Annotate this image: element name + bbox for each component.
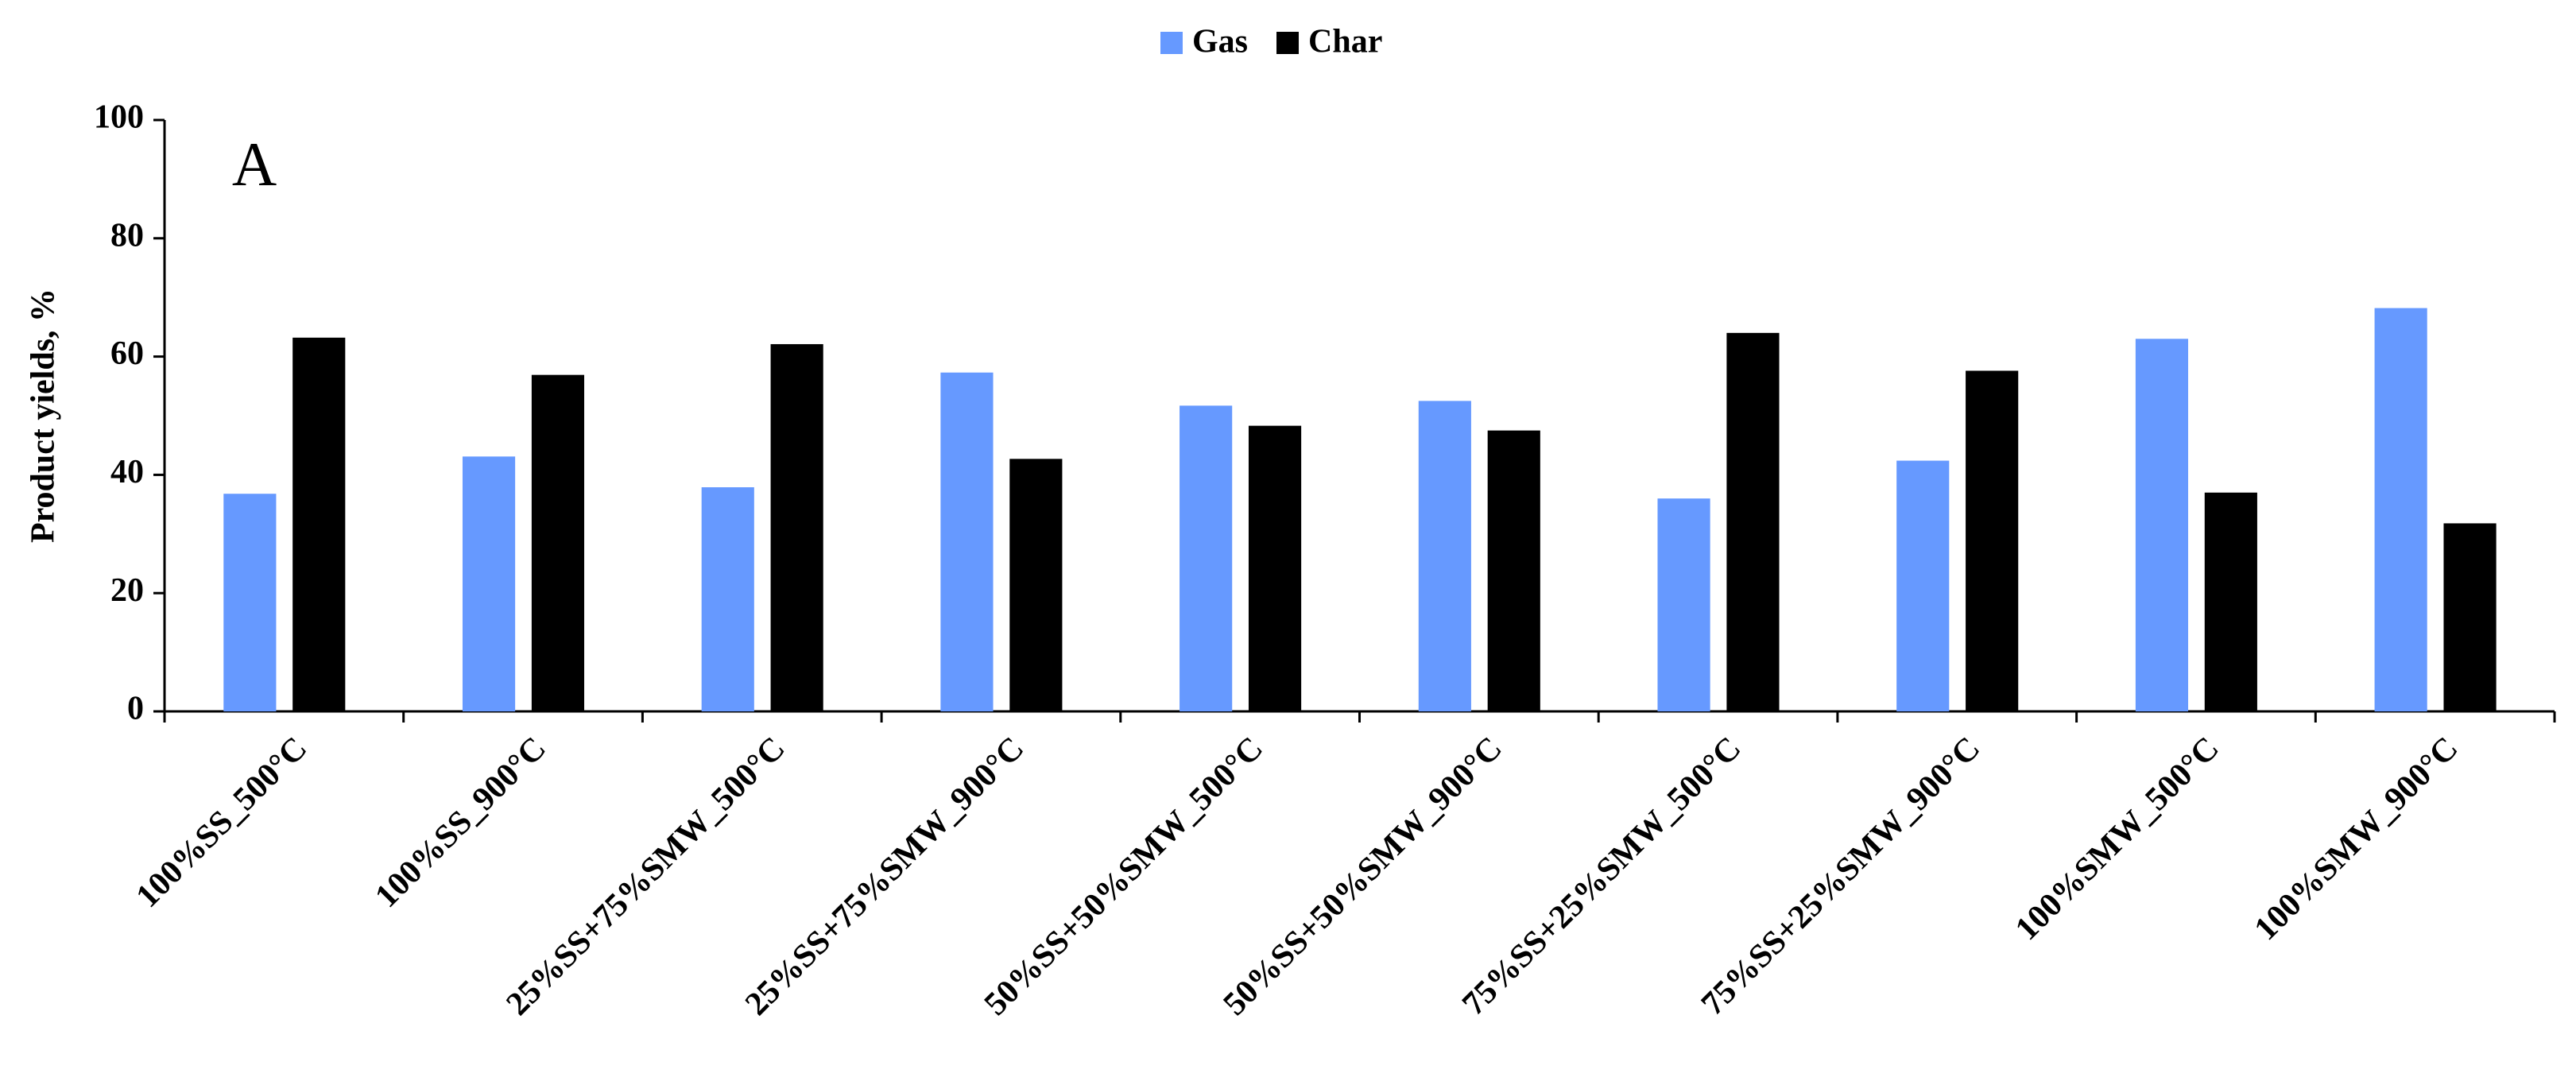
- x-tick-label: 25%SS+75%SMW_500°C: [499, 730, 792, 1022]
- bar: [2204, 492, 2257, 711]
- y-tick-label: 0: [127, 691, 144, 727]
- bar: [2443, 523, 2497, 711]
- bar: [2135, 339, 2189, 711]
- y-tick-label: 80: [110, 217, 144, 254]
- y-tick-label: 100: [94, 99, 144, 136]
- y-tick-label: 60: [110, 335, 144, 372]
- x-tick-label: 100%SS_900°C: [368, 730, 553, 915]
- y-tick-label: 20: [110, 572, 144, 609]
- x-tick-label: 75%SS+25%SMW_900°C: [1695, 730, 1987, 1022]
- x-tick-label: 100%SS_500°C: [130, 730, 315, 915]
- bar: [1487, 430, 1540, 711]
- legend-label: Char: [1308, 24, 1382, 60]
- bar: [462, 456, 516, 711]
- bar: [531, 374, 585, 711]
- legend-swatch: [1276, 32, 1300, 54]
- x-tick-label: 100%SMW_500°C: [2009, 730, 2226, 947]
- y-tick-label: 40: [110, 454, 144, 490]
- bar: [1248, 425, 1302, 711]
- bar: [1896, 460, 1950, 711]
- legend-label: Gas: [1192, 24, 1248, 60]
- bar: [1966, 370, 2019, 711]
- legend-swatch: [1160, 32, 1183, 54]
- panel-label: A: [232, 130, 277, 199]
- x-tick-label: 25%SS+75%SMW_900°C: [738, 730, 1031, 1022]
- bar: [770, 343, 823, 711]
- x-tick-label: 50%SS+50%SMW_500°C: [978, 730, 1270, 1022]
- x-tick-label: 75%SS+25%SMW_500°C: [1455, 730, 1748, 1022]
- x-tick-label: 50%SS+50%SMW_900°C: [1216, 730, 1509, 1022]
- bar: [1418, 401, 1471, 711]
- bar: [701, 487, 754, 711]
- y-axis-label: Product yields, %: [25, 289, 62, 543]
- bar: [1009, 459, 1063, 711]
- bar: [223, 494, 277, 711]
- bar: [940, 372, 994, 711]
- x-tick-label: 100%SMW_900°C: [2248, 730, 2466, 947]
- bar: [2374, 308, 2427, 711]
- bar: [292, 337, 346, 711]
- bar: [1180, 405, 1233, 711]
- bar: [1726, 332, 1780, 711]
- bar: [1657, 498, 1710, 711]
